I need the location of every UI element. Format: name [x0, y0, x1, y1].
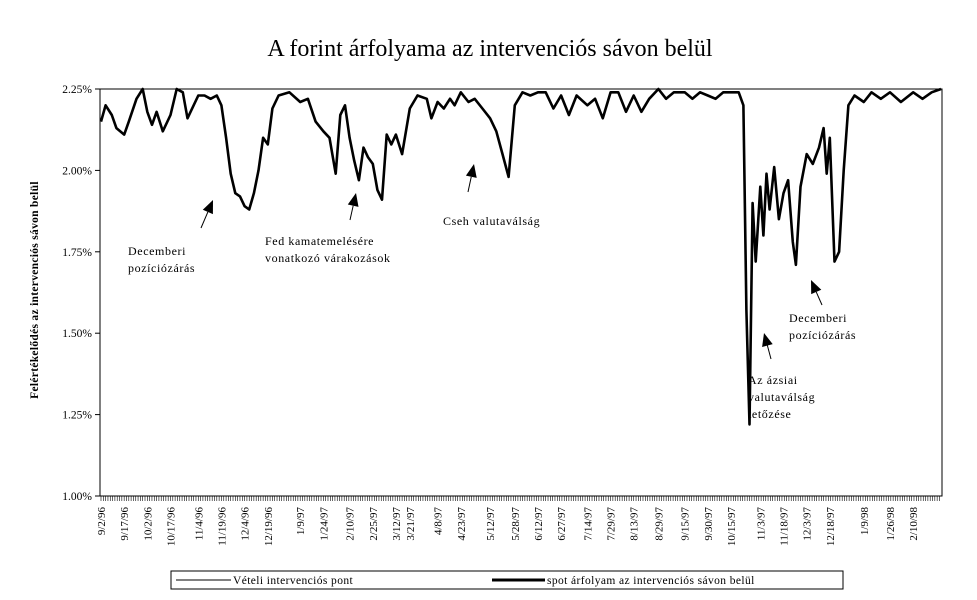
x-tick-label: 1/24/97 [318, 507, 330, 541]
series-layer [99, 87, 942, 426]
x-tick-label: 3/12/97 [391, 507, 403, 541]
plot-area-frame [99, 88, 943, 497]
y-tick-label: 1.25% [62, 410, 92, 422]
x-tick-label: 3/21/97 [405, 507, 417, 541]
y-tick-label: 2.00% [62, 165, 92, 177]
x-tick-label: 9/17/96 [119, 507, 131, 541]
annotation-text: vonatkozó várakozások [265, 251, 391, 265]
annotation-arrow-head [347, 193, 359, 207]
x-tick-label: 11/4/96 [193, 507, 205, 541]
x-tick-label: 11/3/97 [755, 507, 767, 541]
x-tick-label: 7/29/97 [606, 507, 618, 541]
x-tick-label: 10/15/97 [726, 507, 738, 547]
x-tick-label: 2/25/97 [368, 507, 380, 541]
annotation-text: Decemberi [128, 244, 186, 258]
y-axis: 2.25% 2.00% 1.75% 1.50% 1.25% 1.00% [62, 84, 100, 503]
chart-title: A forint árfolyama az intervenciós sávon… [267, 36, 713, 62]
y-tick-label: 1.00% [62, 491, 92, 503]
x-axis: 9/2/96 9/17/96 10/2/96 10/17/96 11/4/96 11/19… [96, 496, 940, 547]
x-tick-label: 12/19/96 [263, 507, 275, 547]
x-tick-label: 1/26/98 [885, 507, 897, 541]
x-tick-label: 8/13/97 [629, 507, 641, 541]
annotation-text: Cseh valutaválság [443, 214, 540, 228]
x-tick-label: 2/10/98 [908, 507, 920, 541]
legend-label-spot-rate: spot árfolyam az intervenciós sávon belü… [547, 575, 755, 587]
y-tick-label: 2.25% [62, 84, 92, 96]
x-tick-label: 12/18/97 [825, 507, 837, 547]
annotation-arrow-shaft [200, 211, 209, 229]
x-tick-label: 6/12/97 [533, 507, 545, 541]
y-axis-label: Felértékelődés az intervenciós sávon bel… [29, 181, 41, 399]
x-tick-label: 11/18/97 [779, 507, 791, 546]
x-tick-label: 5/12/97 [485, 507, 497, 541]
annotation-text: Fed kamatemelésére [265, 234, 374, 248]
x-tick-label: 1/9/98 [859, 507, 871, 536]
annotation-arrow-shaft [815, 291, 823, 306]
x-tick-label: 10/2/96 [142, 507, 154, 541]
annotation-text: valutaválság [748, 390, 815, 404]
x-tick-label: 5/28/97 [510, 507, 522, 541]
x-tick-label: 8/29/97 [653, 507, 665, 541]
annotation-text: Az ázsiai [748, 373, 798, 387]
x-tick-label: 1/9/97 [295, 507, 307, 536]
x-tick-label: 4/23/97 [456, 507, 468, 541]
x-tick-label: 6/27/97 [556, 507, 568, 541]
annotation-arrow-head [202, 200, 213, 215]
annotation-arrow-shaft [467, 176, 472, 193]
annotation-arrow-shaft [349, 205, 354, 221]
annotation-text: Decemberi [789, 311, 847, 325]
annotation-arrow-head [811, 280, 822, 295]
x-tick-label: 9/15/97 [680, 507, 692, 541]
legend-label-buying-intervention-point: Vételi intervenciós pont [233, 575, 354, 587]
x-tick-label: 9/2/96 [96, 507, 108, 536]
annotation-layer: Decemberi pozíciózárás Fed kamatemelésére v… [128, 164, 856, 421]
x-tick-label: 11/19/96 [216, 507, 228, 546]
annotation-text: pozíciózárás [789, 328, 856, 342]
annotation-arrow-head [465, 164, 477, 178]
x-tick-label: 9/30/97 [703, 507, 715, 541]
legend: Vételi intervenciós pont spot árfolyam az… [170, 570, 844, 590]
x-tick-label: 2/10/97 [345, 507, 357, 541]
annotation-text: pozíciózárás [128, 261, 195, 275]
y-tick-label: 1.75% [62, 247, 92, 259]
y-tick-label: 1.50% [62, 328, 92, 340]
annotation-text: tetőzése [748, 407, 791, 421]
x-tick-label: 12/4/96 [240, 507, 252, 541]
x-tick-label: 12/3/97 [802, 507, 814, 541]
x-tick-label: 7/14/97 [582, 507, 594, 541]
x-tick-label: 10/17/96 [165, 507, 177, 547]
x-tick-label: 4/8/97 [433, 507, 445, 536]
annotation-arrow-head [762, 333, 773, 347]
annotation-arrow-shaft [766, 345, 772, 360]
series-line-spot-rate [99, 87, 942, 426]
